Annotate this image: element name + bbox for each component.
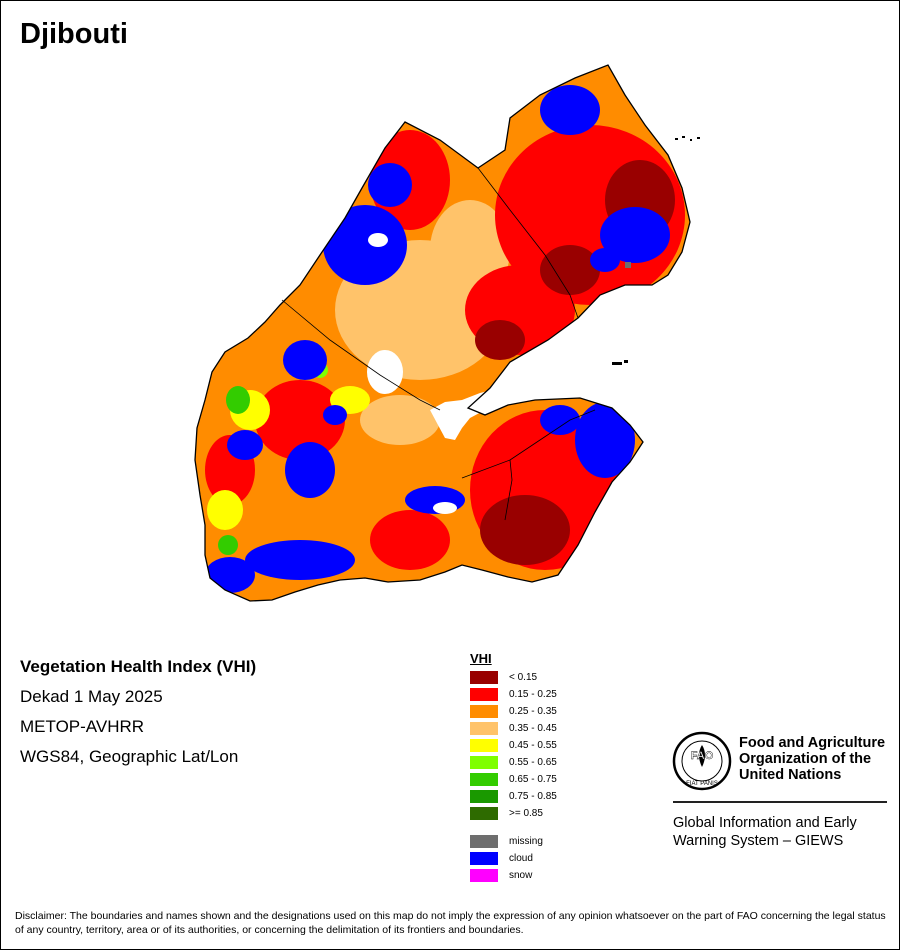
gulf-of-tadjoura	[430, 380, 520, 440]
cloud-area-ras-siyan	[540, 85, 600, 135]
lake-ghoubet	[367, 350, 403, 394]
cloud-area-north	[323, 205, 407, 285]
fao-name-line2: Organization of the	[739, 751, 872, 767]
fao-divider	[673, 801, 887, 803]
region-border-obock	[477, 167, 579, 319]
legend-label: 0.25 - 0.35	[509, 706, 557, 717]
legend-row: 0.65 - 0.75	[470, 773, 610, 786]
legend-label: cloud	[509, 853, 533, 864]
legend-row: 0.55 - 0.65	[470, 756, 610, 769]
legend-swatch	[470, 722, 498, 735]
fao-logo-inner-ring	[681, 740, 723, 782]
missing-pixel	[625, 262, 631, 268]
fao-logo: FAO FIAT PANIS	[672, 731, 732, 791]
island-dot	[697, 137, 700, 139]
darkred-area-east	[540, 245, 600, 295]
legend-swatch	[470, 756, 498, 769]
region-border-arta	[461, 409, 596, 479]
lake-assal-area	[368, 233, 388, 247]
red-area-west	[255, 380, 345, 460]
legend-swatch	[470, 790, 498, 803]
projection-label: WGS84, Geographic Lat/Lon	[20, 747, 239, 766]
vhi-raster	[195, 65, 690, 601]
legend-label: 0.35 - 0.45	[509, 723, 557, 734]
region-border-alisabieh	[504, 459, 513, 521]
legend-label: 0.75 - 0.85	[509, 791, 557, 802]
legend-row: 0.35 - 0.45	[470, 722, 610, 735]
sensor-label: METOP-AVHRR	[20, 717, 145, 736]
red-area-south	[370, 510, 450, 570]
legend-label: snow	[509, 870, 533, 881]
region-border-dikhil	[281, 299, 441, 411]
island-maskali	[624, 360, 628, 363]
legend-swatch	[470, 688, 498, 701]
legend-row: < 0.15	[470, 671, 610, 684]
legend-row-missing: missing	[470, 835, 610, 848]
island-moucha	[612, 362, 622, 365]
yellow-patch-southwest	[207, 490, 243, 530]
legend-label: 0.15 - 0.25	[509, 689, 557, 700]
cloud-area-west	[283, 340, 327, 380]
giews-line2: Warning System – GIEWS	[673, 833, 844, 849]
island-dot	[690, 139, 692, 141]
period-label: Dekad 1 May 2025	[20, 687, 163, 706]
green-patch-west	[226, 386, 250, 414]
giews-line1: Global Information and Early	[673, 815, 857, 831]
cloud-area-southwest	[245, 540, 355, 580]
island-dot	[675, 138, 678, 140]
legend-label: missing	[509, 836, 543, 847]
fao-name: Food and Agriculture Organization of the…	[739, 735, 889, 783]
legend-label: >= 0.85	[509, 808, 543, 819]
legend-row: 0.15 - 0.25	[470, 688, 610, 701]
cloud-area-north2	[368, 163, 412, 207]
legend-label: 0.45 - 0.55	[509, 740, 557, 751]
darkred-area-south	[480, 495, 570, 565]
fao-logo-motto: FIAT PANIS	[686, 781, 718, 787]
legend-row-snow: snow	[470, 869, 610, 882]
fao-name-line3: United Nations	[739, 767, 842, 783]
cloud-area-southeast	[575, 402, 635, 478]
island-dot	[682, 136, 685, 138]
legend-row: 0.45 - 0.55	[470, 739, 610, 752]
light-patch-south	[360, 395, 440, 445]
lake-south	[433, 502, 457, 514]
giews-label: Global Information and Early Warning Sys…	[673, 814, 893, 850]
region-borders	[281, 167, 596, 521]
cloud-area-west3	[227, 430, 263, 460]
cloud-area-northeast	[600, 207, 670, 263]
legend-row: >= 0.85	[470, 807, 610, 820]
legend-row-cloud: cloud	[470, 852, 610, 865]
legend-swatch	[470, 739, 498, 752]
legend-swatch	[470, 835, 498, 848]
legend-row: 0.75 - 0.85	[470, 790, 610, 803]
legend-swatch	[470, 671, 498, 684]
cloud-area-southeast2	[540, 405, 580, 435]
legend-row: 0.25 - 0.35	[470, 705, 610, 718]
cloud-area-southwest2	[205, 557, 255, 593]
map-title: Djibouti	[20, 18, 128, 50]
cloud-area-west2	[285, 442, 335, 498]
darkred-area-gulf	[475, 320, 525, 360]
legend-swatch	[470, 705, 498, 718]
legend-title: VHI	[470, 651, 492, 666]
legend-swatch	[470, 869, 498, 882]
fao-logo-wheat	[699, 745, 705, 767]
fao-logo-letters: FAO	[691, 750, 714, 762]
vhi-map	[194, 64, 700, 602]
green-patch-southwest	[218, 535, 238, 555]
index-name: Vegetation Health Index (VHI)	[20, 657, 257, 676]
disclaimer: Disclaimer: The boundaries and names sho…	[15, 910, 886, 936]
fao-logo-ring	[672, 731, 732, 791]
legend-swatch	[470, 852, 498, 865]
islands	[612, 136, 700, 365]
legend-label: 0.55 - 0.65	[509, 757, 557, 768]
legend-label: < 0.15	[509, 672, 538, 683]
fao-name-line1: Food and Agriculture	[739, 735, 886, 751]
legend-swatch	[470, 807, 498, 820]
cloud-area-east	[590, 248, 620, 272]
cloud-area-central	[323, 405, 347, 425]
legend-label: 0.65 - 0.75	[509, 774, 557, 785]
legend-swatch	[470, 773, 498, 786]
